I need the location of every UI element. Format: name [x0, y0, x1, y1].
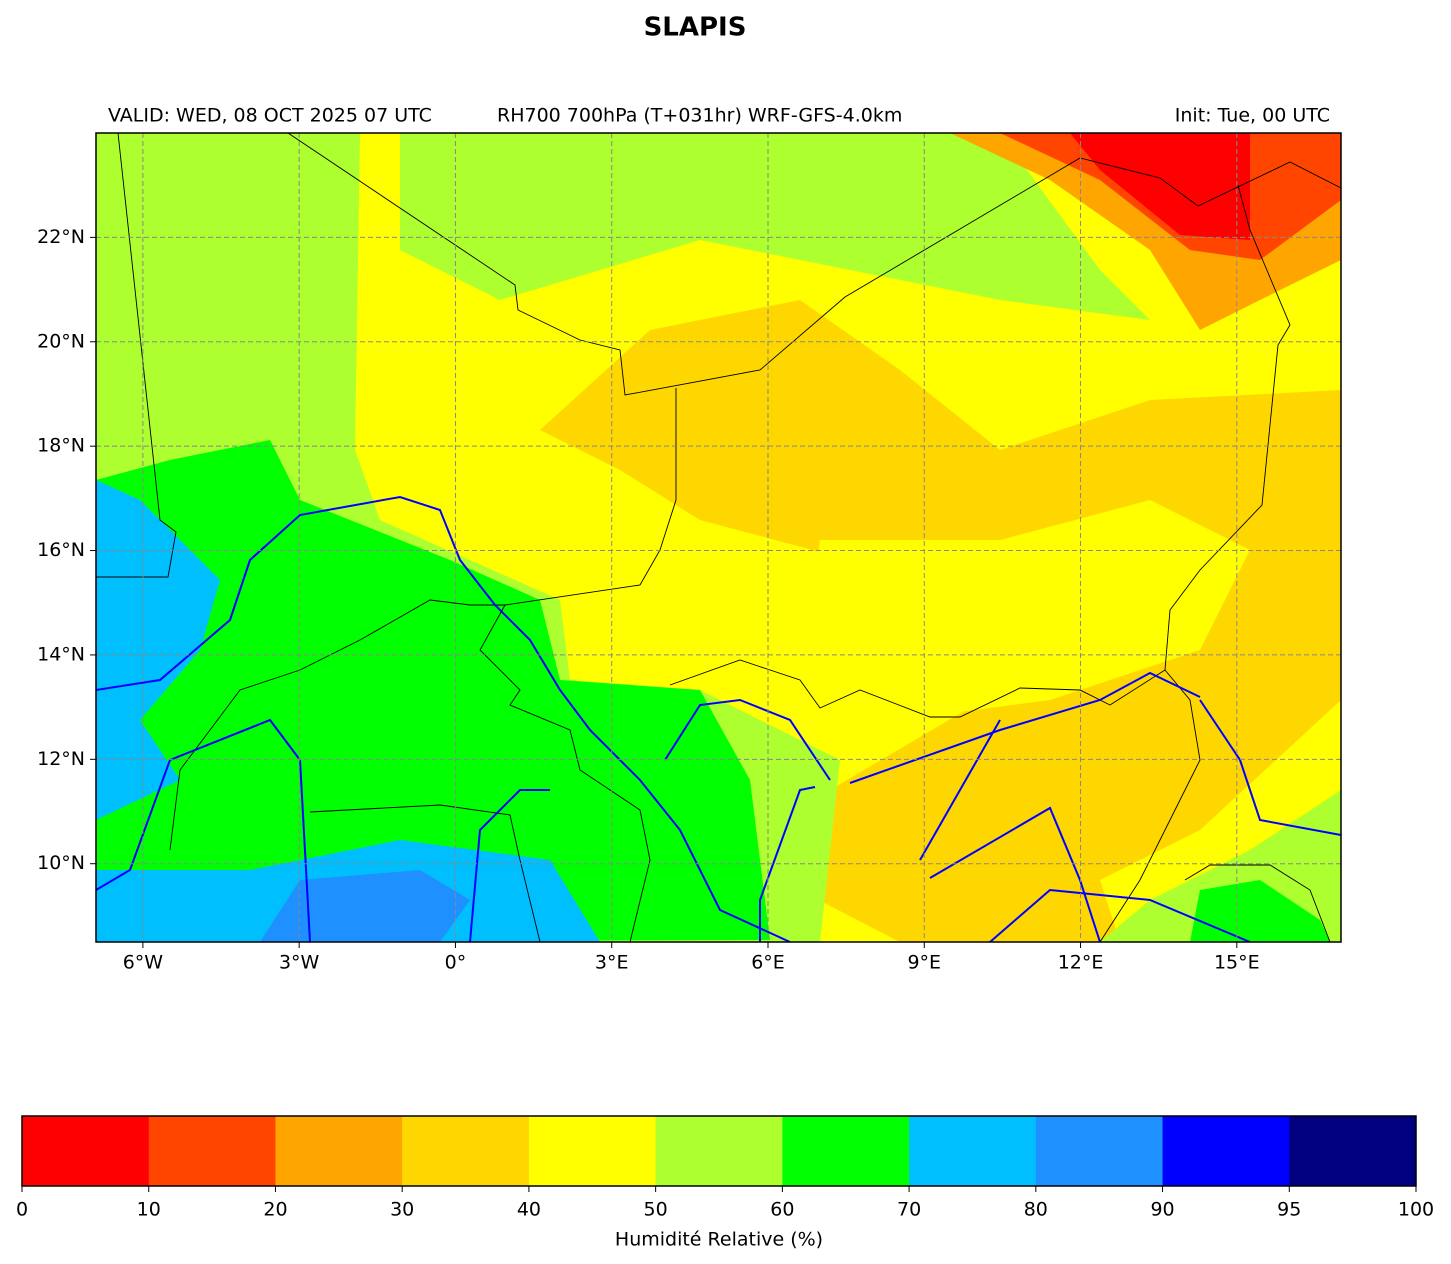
border	[669, 659, 1166, 718]
rh-area	[540, 300, 1341, 942]
river	[1199, 699, 1341, 836]
y-tick-label: 10°N	[37, 852, 85, 874]
rh-area	[1190, 880, 1330, 942]
y-tick-label: 22°N	[37, 226, 85, 248]
colorbar-tick-label: 30	[390, 1199, 414, 1221]
river	[919, 719, 1001, 861]
river	[96, 718, 311, 942]
colorbar-segment	[1289, 1116, 1417, 1186]
colorbar-frame	[21, 1115, 1417, 1187]
x-tick-label: 3°E	[595, 952, 629, 974]
river	[849, 671, 1201, 784]
colorbar-segment	[1035, 1116, 1164, 1186]
rh-area	[400, 133, 1150, 320]
rh-area	[1070, 133, 1250, 240]
x-tick-label: 15°E	[1214, 952, 1260, 974]
x-tick-label: 3°W	[279, 952, 320, 974]
colorbar-segment	[655, 1116, 783, 1186]
colorbar-segment	[782, 1116, 910, 1186]
river	[469, 789, 550, 942]
x-tick-label: 6°W	[123, 952, 164, 974]
title: SLAPIS	[644, 13, 747, 43]
border	[1184, 864, 1331, 942]
colorbar-segment	[528, 1116, 657, 1186]
colorbar-tick-label: 80	[1024, 1199, 1048, 1221]
valid-time: VALID: WED, 08 OCT 2025 07 UTC	[108, 105, 432, 127]
colorbar-tick-label: 0	[16, 1199, 28, 1221]
y-tick-label: 12°N	[37, 748, 85, 770]
colorbar-tick-label: 20	[263, 1199, 287, 1221]
y-tick-label: 14°N	[37, 643, 85, 665]
product: RH700 700hPa (T+031hr) WRF-GFS-4.0km	[497, 105, 902, 127]
colorbar-segment	[402, 1116, 530, 1186]
grid	[96, 133, 1341, 942]
rh-area	[260, 870, 470, 942]
colorbar-segment	[275, 1116, 403, 1186]
x-tick-label: 9°E	[907, 952, 941, 974]
colorbar-tick-label: 10	[137, 1199, 161, 1221]
rh-area	[800, 500, 1250, 720]
rh-area	[96, 480, 220, 820]
river	[96, 495, 791, 942]
colorbar-segment	[148, 1116, 276, 1186]
border	[287, 133, 1341, 396]
colorbar-segment	[1162, 1116, 1290, 1186]
x-tick-label: 6°E	[751, 952, 785, 974]
colorbar-tick-label: 50	[644, 1199, 668, 1221]
border	[309, 804, 541, 942]
colorbar-segment	[22, 1116, 150, 1186]
map-frame	[95, 132, 1342, 943]
colorbar-tick-label: 90	[1150, 1199, 1174, 1221]
border	[169, 388, 677, 851]
y-tick-label: 20°N	[37, 330, 85, 352]
river	[664, 698, 831, 781]
border	[479, 604, 651, 942]
map-field	[96, 133, 1341, 942]
colorbar-segment	[909, 1116, 1037, 1186]
river	[929, 806, 1101, 942]
rh-area	[96, 440, 770, 942]
x-tick-label: 0°	[445, 952, 467, 974]
border	[96, 133, 177, 578]
river	[759, 786, 816, 942]
colorbar-tick-label: 70	[897, 1199, 921, 1221]
x-tick-label: 12°E	[1058, 952, 1104, 974]
border	[1099, 184, 1291, 942]
colorbar-tick-label: 100	[1398, 1199, 1434, 1221]
y-tick-label: 18°N	[37, 435, 85, 457]
colorbar-tick-label: 40	[517, 1199, 541, 1221]
colorbar-tick-label: 60	[770, 1199, 794, 1221]
river	[989, 888, 1251, 942]
colorbar-label: Humidité Relative (%)	[615, 1229, 823, 1251]
colorbar-tick-label: 95	[1277, 1199, 1301, 1221]
init-time: Init: Tue, 00 UTC	[1175, 105, 1330, 127]
y-tick-label: 16°N	[37, 539, 85, 561]
